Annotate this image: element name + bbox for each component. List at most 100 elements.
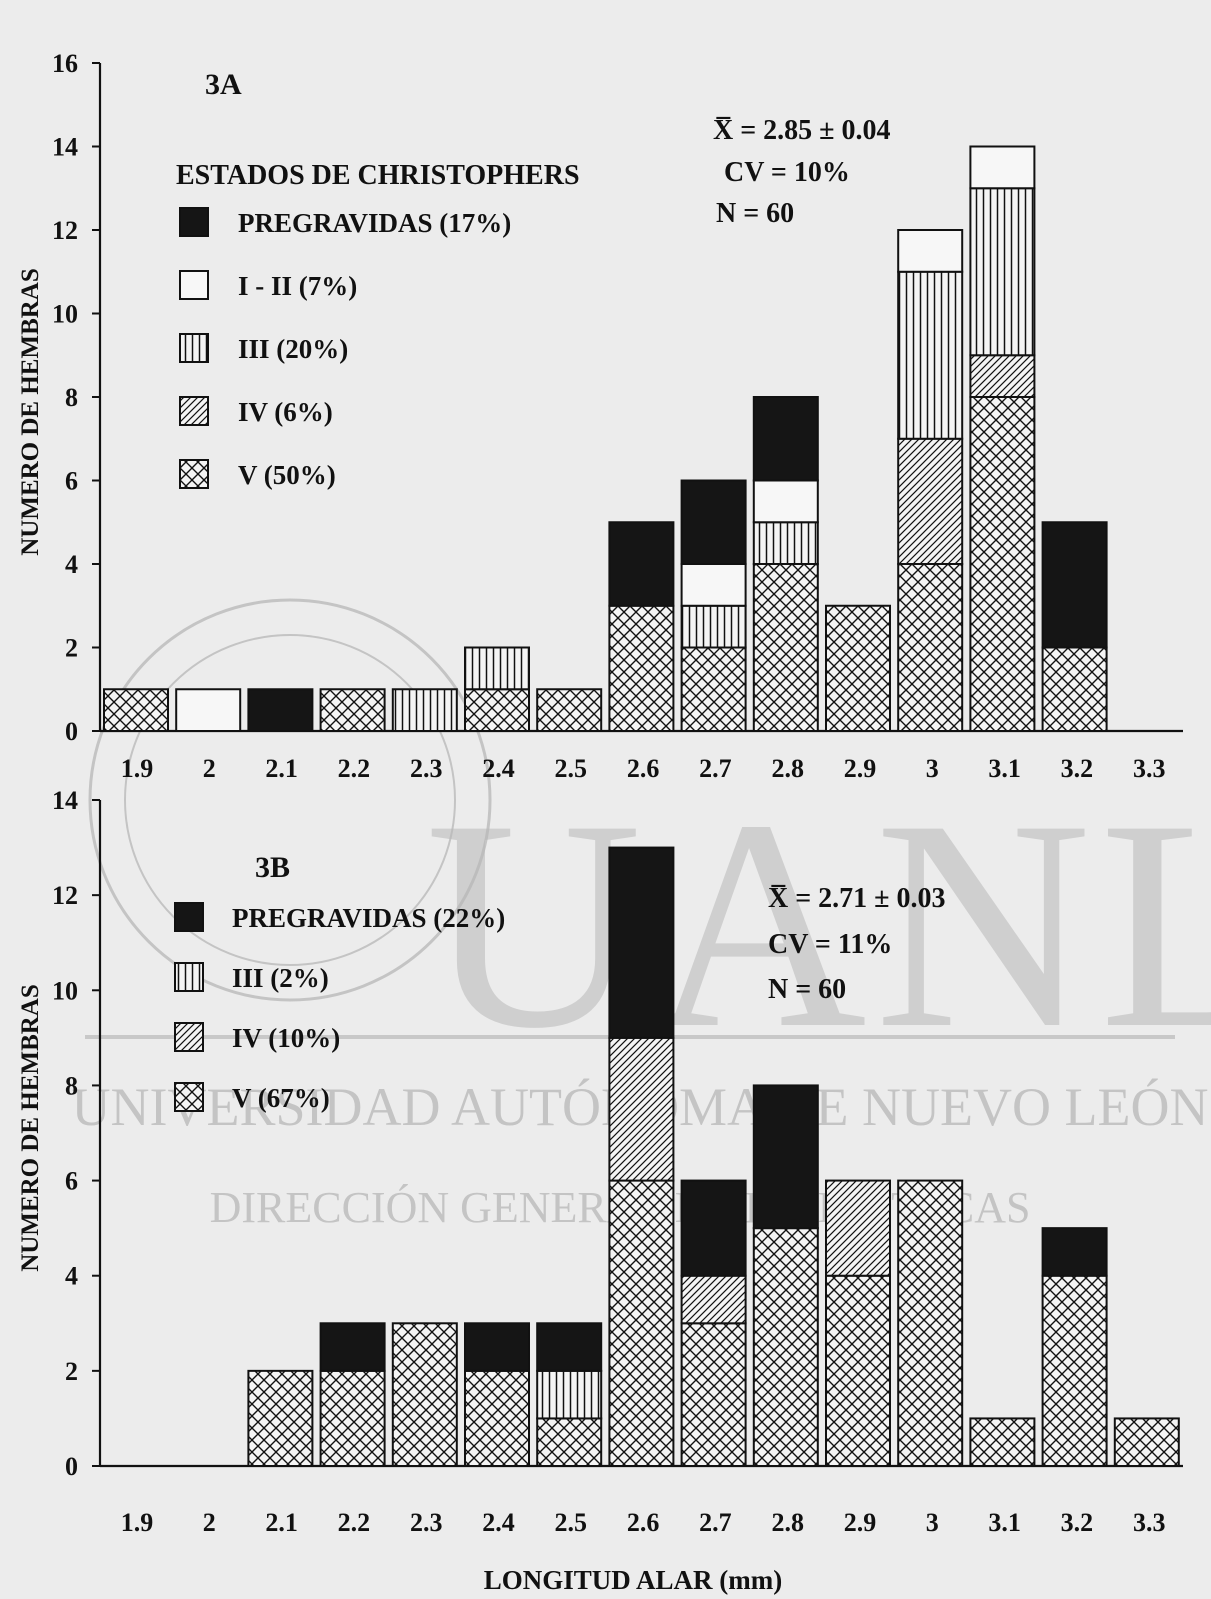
legend-swatch-iv: [179, 396, 209, 426]
legend-swatch-iv: [174, 1022, 204, 1052]
bar-segment-v-3-2: [1041, 1274, 1108, 1467]
legend-swatch-v: [179, 459, 209, 489]
bar-segment-v-3: [897, 1179, 964, 1467]
university-seal-inner: [124, 634, 456, 966]
bar-segment-pregravidas-2-2: [319, 1322, 386, 1372]
bar-segment-pregravidas-3-2: [1041, 521, 1108, 649]
y-tick-label: 6: [65, 467, 78, 496]
bar-segment-v-2-3: [391, 1322, 458, 1468]
bar-segment-v-1-9: [103, 688, 169, 732]
legend-label: III (20%): [238, 334, 348, 364]
bar-segment-pregravidas-2-5: [536, 1322, 603, 1372]
legend-swatch-pregravidas: [179, 207, 209, 237]
bar-segment-iii-2-7: [680, 604, 747, 649]
x-tick-label: 3.2: [1061, 754, 1094, 783]
bar-segment-iv-3-1: [969, 354, 1036, 398]
x-tick-label: 2.7: [699, 1508, 732, 1537]
x-tick-label: 1.9: [121, 1508, 154, 1537]
bar-segment-iv-2-7: [680, 1274, 747, 1325]
bar-segment-iii-3-1: [969, 187, 1036, 357]
bar-segment-pregravidas-2-8: [752, 396, 819, 482]
x-tick-label: 2.2: [338, 754, 371, 783]
x-tick-label: 2.6: [627, 754, 660, 783]
legend-label: IV (10%): [232, 1023, 340, 1053]
bar-segment-iv-3: [897, 437, 964, 565]
y-tick-label: 8: [65, 1071, 78, 1100]
x-tick-label: 3: [926, 754, 939, 783]
bar-segment-pregravidas-2-7: [680, 479, 747, 565]
y-tick-label: 16: [52, 49, 78, 78]
x-tick-label: 2.1: [265, 1508, 298, 1537]
chart-3b: 0 2 4 6 8 10 12 14 1.9 2 2.1 2.2 2.3 2.4 2.5 2.6 2.7 2.8 2…: [52, 786, 1183, 1537]
y-tick-label: 14: [52, 786, 78, 815]
bar-segment-v-2-8: [752, 563, 819, 732]
legend-swatch-v: [174, 1082, 204, 1112]
y-tick-label: 14: [52, 133, 78, 162]
x-tick-label: 3.1: [988, 1508, 1021, 1537]
bar-segment-pregravidas-2-7: [680, 1179, 747, 1277]
x-tick-label: 3: [926, 1508, 939, 1537]
x-tick-label: 2: [203, 1508, 216, 1537]
y-tick-label: 10: [52, 300, 78, 329]
y-tick-label: 10: [52, 976, 78, 1005]
x-tick-label: 2.9: [844, 1508, 877, 1537]
bar-segment-pregravidas-2-8: [752, 1084, 819, 1230]
x-tick-label: 2.3: [410, 754, 443, 783]
legend-swatch-i-ii: [179, 270, 209, 300]
x-tick-label: 2.3: [410, 1508, 443, 1537]
y-tick-label: 8: [65, 383, 78, 412]
y-tick-label: 2: [65, 634, 78, 663]
bar-segment-i-ii-3-1: [969, 145, 1036, 190]
stat-line: CV = 11%: [768, 929, 892, 960]
y-tick-label: 4: [65, 1262, 78, 1291]
chart-3a: 0 2 4 6 8 10 12 14 16 1.9 2 2.1 2.2 2.3 2.4 2.5 2.6 2.7 2.…: [52, 49, 1183, 783]
x-tick-label: 2.2: [338, 1508, 371, 1537]
bar-segment-v-2-1: [247, 1369, 314, 1468]
bar-segment-v-3-2: [1041, 646, 1108, 732]
x-tick-label: 2.5: [555, 1508, 588, 1537]
watermark-initials: UANL: [425, 758, 1211, 1090]
x-tick-label: 2.5: [555, 754, 588, 783]
y-tick-label: 0: [65, 1452, 78, 1481]
bar-segment-i-ii-2-7: [680, 563, 747, 607]
x-tick-label: 2: [203, 754, 216, 783]
bar-segment-iv-2-6: [608, 1036, 675, 1182]
y-tick-label: 0: [65, 717, 78, 746]
x-tick-label: 3.3: [1133, 754, 1166, 783]
y-tick-label: 12: [52, 881, 78, 910]
x-tick-label: 2.9: [844, 754, 877, 783]
bar-segment-iii-2-5: [536, 1369, 603, 1420]
x-tick-label: 2.8: [771, 754, 804, 783]
x-tick-label: 3.2: [1061, 1508, 1094, 1537]
panel-label: 3A: [205, 68, 242, 101]
bar-segment-v-3: [897, 563, 964, 732]
bar-segment-v-2-9: [825, 1274, 891, 1467]
bar-segment-pregravidas-2-6: [608, 521, 675, 607]
bar-segment-v-2-7: [680, 1322, 747, 1468]
legend-label: PREGRAVIDAS (17%): [238, 208, 511, 238]
y-axis-label-3a: NUMERO DE HEMBRAS: [17, 268, 44, 556]
legend-swatch-iii: [174, 962, 204, 992]
panel-label: 3B: [255, 851, 290, 884]
bar-segment-v-2-8: [752, 1227, 819, 1467]
bar-segment-pregravidas-2-1: [247, 688, 314, 732]
bar-segment-v-2-2: [319, 1369, 386, 1468]
legend-label: V (67%): [232, 1083, 330, 1113]
bar-segment-v-2-2: [319, 688, 386, 732]
x-tick-label: 2.4: [482, 754, 515, 783]
x-tick-label: 2.7: [699, 754, 732, 783]
bar-segment-v-2-6: [608, 604, 675, 732]
bar-segment-iv-2-9: [825, 1179, 891, 1277]
legend-label: PREGRAVIDAS (22%): [232, 903, 505, 933]
bar-segment-iii-2-4: [464, 646, 530, 691]
x-tick-label: 2.1: [265, 754, 298, 783]
bar-segment-v-2-5: [536, 1417, 603, 1468]
stat-line: X̅ = 2.71 ± 0.03: [768, 883, 946, 914]
bar-segment-iii-3: [897, 270, 964, 440]
legend-label: V (50%): [238, 460, 336, 490]
legend-title: ESTADOS DE CHRISTOPHERS: [176, 160, 580, 191]
legend-label: IV (6%): [238, 397, 333, 427]
y-tick-label: 2: [65, 1357, 78, 1386]
university-seal: [88, 598, 492, 1002]
